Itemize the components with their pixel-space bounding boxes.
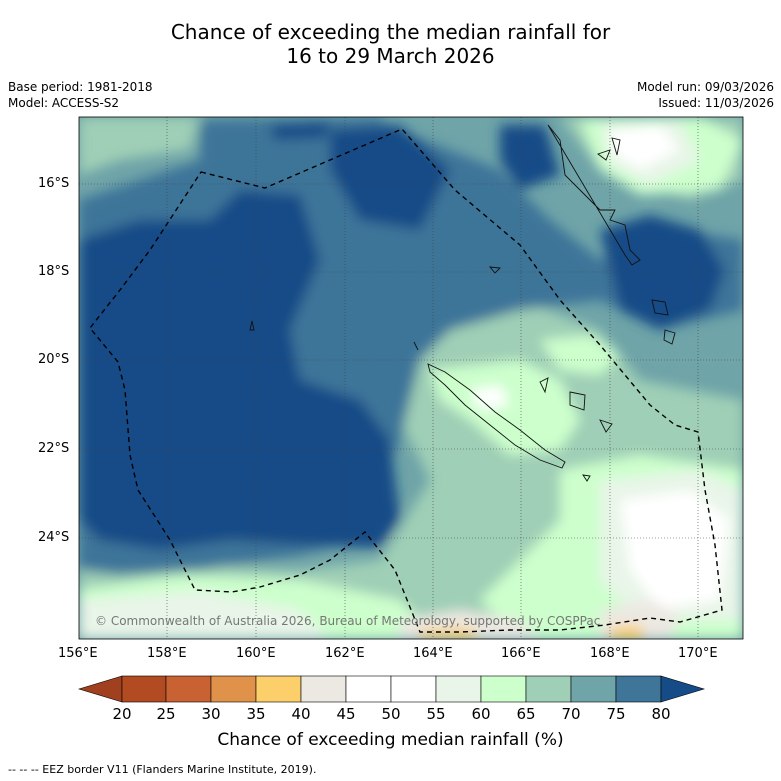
colorbar-tick-65: 65 (516, 705, 536, 723)
colorbar-bin-30-35 (210, 675, 257, 703)
vanuatu-islands-coast (547, 124, 641, 266)
colorbar-tick-30: 30 (201, 705, 221, 723)
model-run: Model run: 09/03/2026 (636, 80, 774, 94)
model-name: Model: ACCESS-S2 (8, 96, 120, 110)
colorbar-low-extension (77, 675, 123, 703)
colorbar-tick-35: 35 (246, 705, 266, 723)
colorbar-tick-25: 25 (156, 705, 176, 723)
lat-label-22s: 22°S (38, 441, 70, 456)
colorbar-high-extension (660, 675, 706, 703)
lat-label-20s: 20°S (38, 352, 70, 367)
colorbar-tick-80: 80 (651, 705, 671, 723)
colorbar-bin-60-65 (480, 675, 527, 703)
colorbar-bin-50-55 (390, 675, 437, 703)
lat-label-18s: 18°S (38, 264, 70, 279)
colorbar-bin-25-30 (165, 675, 212, 703)
colorbar-tick-55: 55 (426, 705, 446, 723)
colorbar-bin-55-60 (435, 675, 482, 703)
graticule (79, 117, 743, 639)
lat-label-24s: 24°S (38, 530, 70, 545)
colorbar-tick-20: 20 (112, 705, 132, 723)
new-caledonia-coast (427, 363, 566, 469)
colorbar-bin-45-50 (345, 675, 392, 703)
rainfall-probability-field (79, 117, 743, 639)
colorbar-tick-75: 75 (606, 705, 626, 723)
colorbar-tick-50: 50 (381, 705, 401, 723)
colorbar-bin-70-75 (570, 675, 617, 703)
colorbar-bin-35-40 (255, 675, 302, 703)
map-title-line2: 16 to 29 March 2026 (286, 44, 495, 68)
lon-label-170e: 170°E (678, 646, 718, 661)
colorbar-bin-75-80 (615, 675, 662, 703)
eez-border (89, 128, 723, 633)
lat-label-16s: 16°S (38, 176, 70, 191)
lon-label-160e: 160°E (236, 646, 276, 661)
colorbar-bin-40-45 (300, 675, 347, 703)
colorbar (77, 675, 706, 703)
lon-label-162e: 162°E (325, 646, 365, 661)
lon-label-158e: 158°E (147, 646, 187, 661)
copyright-notice: © Commonwealth of Australia 2026, Bureau… (95, 614, 601, 628)
eez-footnote: -- -- -- EEZ border V11 (Flanders Marine… (8, 763, 317, 776)
lon-label-164e: 164°E (413, 646, 453, 661)
map-title-line1: Chance of exceeding the median rainfall … (170, 20, 611, 44)
colorbar-bin-20-25 (121, 675, 167, 703)
issued-date: Issued: 11/03/2026 (658, 96, 774, 110)
colorbar-tick-70: 70 (561, 705, 581, 723)
base-period: Base period: 1981-2018 (8, 80, 153, 94)
colorbar-label: Chance of exceeding median rainfall (%) (217, 730, 564, 750)
lon-label-168e: 168°E (590, 646, 630, 661)
colorbar-tick-40: 40 (291, 705, 311, 723)
coastlines (249, 124, 676, 482)
colorbar-tick-60: 60 (471, 705, 491, 723)
colorbar-tick-45: 45 (336, 705, 356, 723)
colorbar-bin-65-70 (525, 675, 572, 703)
lon-label-166e: 166°E (501, 646, 541, 661)
map-frame (78, 116, 744, 640)
lon-label-156e: 156°E (58, 646, 98, 661)
